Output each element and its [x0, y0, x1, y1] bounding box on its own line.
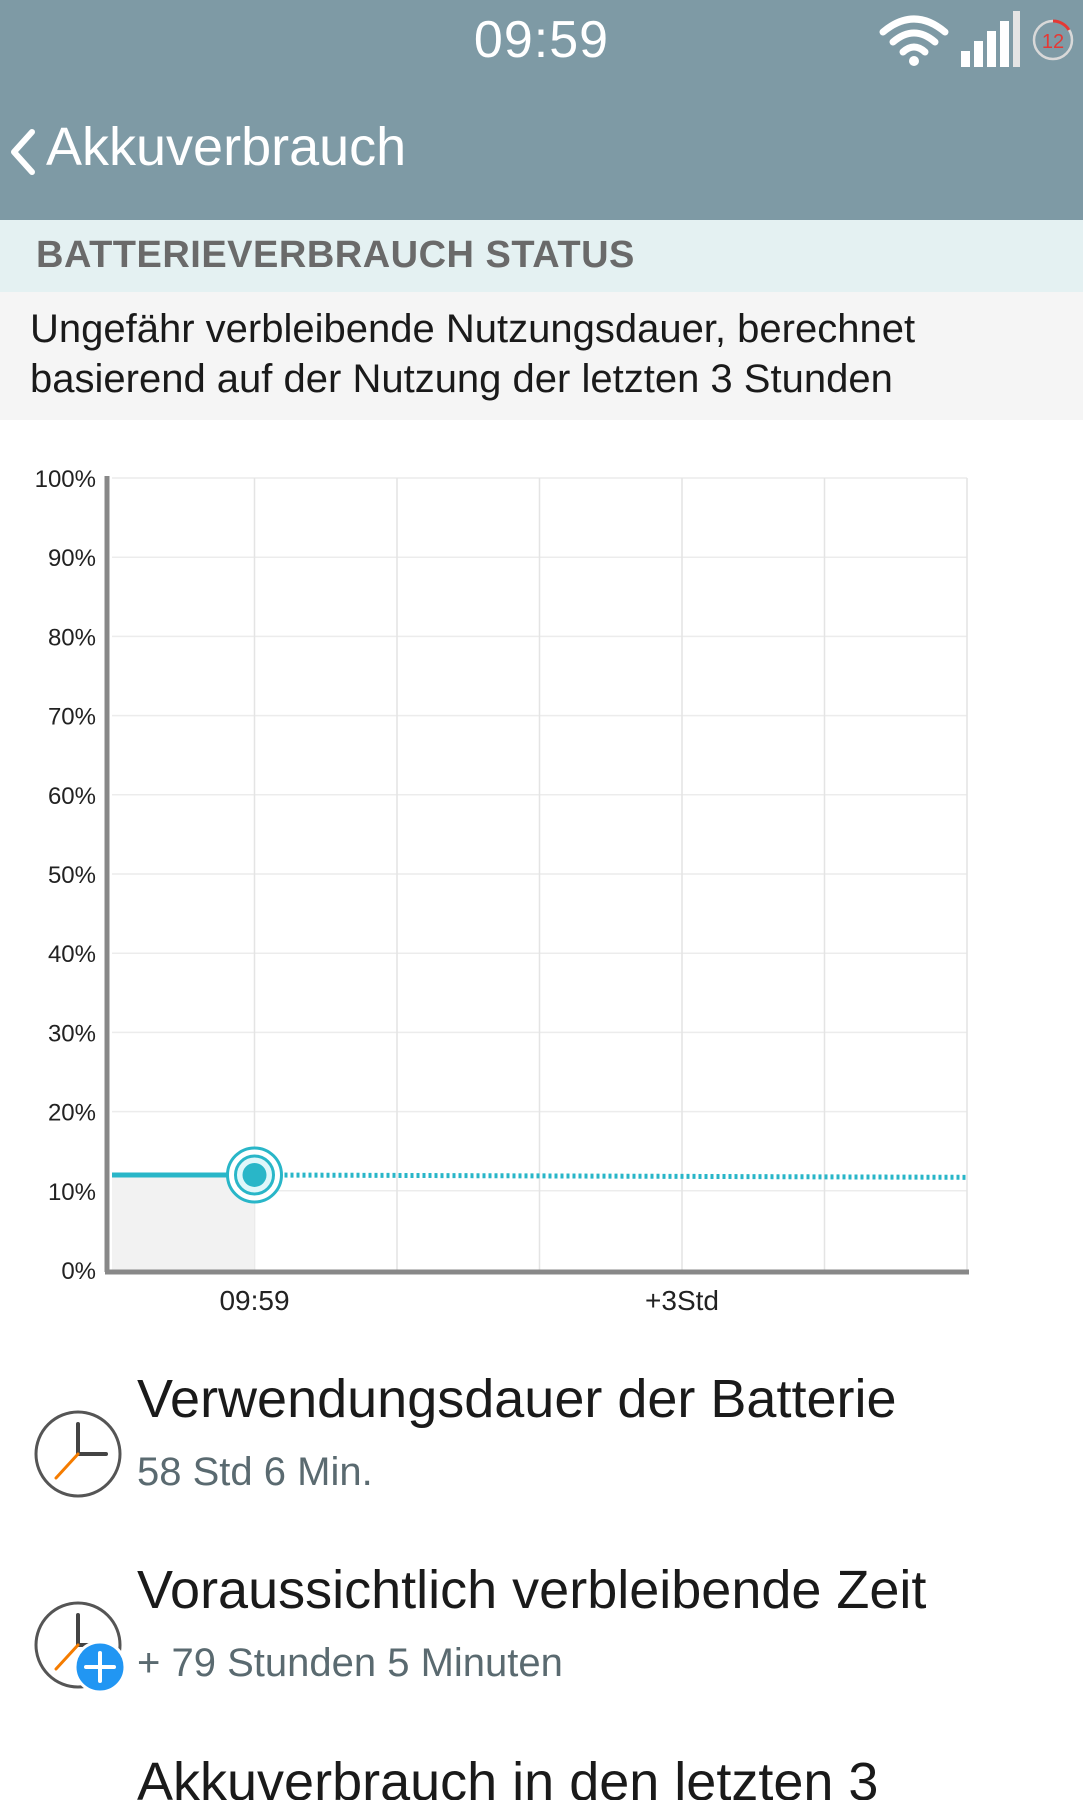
y-tick-label: 40% — [48, 941, 96, 968]
battery-usage-duration-label: Verwendungsdauer der Batterie — [137, 1369, 897, 1429]
section-header: BATTERIEVERBRAUCH STATUS — [0, 220, 1083, 292]
section-header-label: BATTERIEVERBRAUCH STATUS — [36, 234, 635, 276]
recent-usage-row[interactable]: Akkuverbrauch in den letzten 3 — [0, 1745, 1083, 1800]
y-tick-label: 100% — [35, 466, 96, 493]
notification-count: 12 — [1042, 31, 1064, 53]
notification-count-icon: 12 — [1032, 19, 1074, 61]
battery-forecast-line — [254, 1172, 968, 1180]
current-point-marker — [242, 1162, 267, 1187]
chart-x-axis-labels: 09:59 +3Std — [219, 1285, 719, 1316]
clock-plus-icon — [34, 1601, 127, 1694]
y-tick-label: 30% — [48, 1020, 96, 1047]
x-tick-label: +3Std — [645, 1285, 719, 1316]
battery-chart: 100% 90% 80% 70% 60% 50% 40% 30% 20% 10% 0% 09:59 +… — [35, 466, 969, 1316]
description-text: Ungefähr verbleibende Nutzungsdauer, ber… — [30, 307, 916, 401]
battery-usage-duration-value: 58 Std 6 Min. — [137, 1450, 373, 1494]
x-tick-label: 09:59 — [219, 1285, 289, 1316]
action-bar: Akkuverbrauch — [0, 86, 1083, 220]
clock-icon — [34, 1410, 122, 1498]
signal-icon — [961, 11, 1020, 67]
y-tick-label: 50% — [48, 862, 96, 889]
usage-area — [112, 1174, 255, 1270]
y-tick-label: 70% — [48, 704, 96, 731]
y-tick-label: 0% — [61, 1258, 96, 1285]
recent-usage-label: Akkuverbrauch in den letzten 3 — [137, 1752, 879, 1800]
wifi-icon — [879, 15, 949, 66]
back-icon[interactable] — [4, 122, 40, 182]
chart-series — [104, 476, 969, 1275]
estimated-remaining-time-value: + 79 Stunden 5 Minuten — [137, 1641, 563, 1685]
chart-y-axis-labels: 100% 90% 80% 70% 60% 50% 40% 30% 20% 10% 0% — [35, 466, 96, 1285]
y-tick-label: 90% — [48, 545, 96, 572]
status-icons: 12 — [879, 8, 1075, 72]
status-time: 09:59 — [473, 11, 610, 69]
y-tick-label: 10% — [48, 1179, 96, 1206]
status-bar: 09:59 12 — [0, 0, 1083, 86]
y-tick-label: 20% — [48, 1100, 96, 1127]
y-tick-label: 80% — [48, 624, 96, 651]
page-title[interactable]: Akkuverbrauch — [46, 117, 407, 177]
section-description: Ungefähr verbleibende Nutzungsdauer, ber… — [0, 292, 1083, 420]
y-tick-label: 60% — [48, 783, 96, 810]
estimated-remaining-time-row[interactable]: Voraussichtlich verbleibende Zeit + 79 S… — [0, 1553, 1083, 1723]
battery-usage-duration-row[interactable]: Verwendungsdauer der Batterie 58 Std 6 M… — [0, 1362, 1083, 1532]
estimated-remaining-time-label: Voraussichtlich verbleibende Zeit — [137, 1560, 927, 1620]
